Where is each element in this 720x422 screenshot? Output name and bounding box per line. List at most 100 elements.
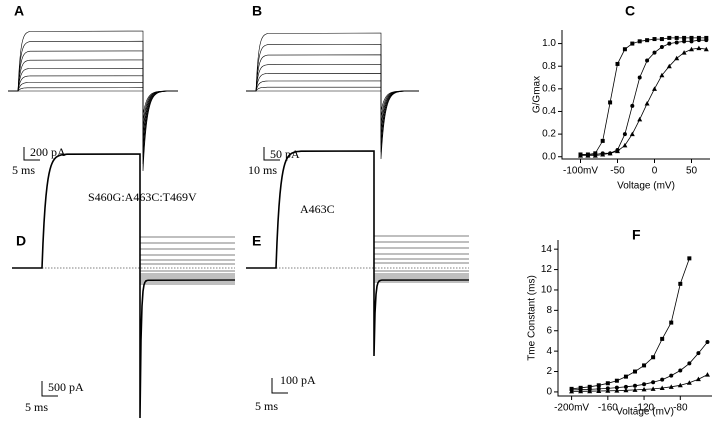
point xyxy=(677,382,683,388)
y-tick-label: 8 xyxy=(546,305,552,316)
x-tick-label: -100mV xyxy=(563,166,598,177)
scale-bar xyxy=(271,378,288,394)
trace xyxy=(246,32,419,160)
point xyxy=(669,373,674,378)
point xyxy=(645,58,650,63)
point xyxy=(667,41,672,46)
y-tick-label: 2 xyxy=(546,366,552,377)
trace xyxy=(8,50,178,158)
construct-label: A463C xyxy=(300,202,335,216)
point xyxy=(660,336,665,341)
point xyxy=(686,380,692,385)
y-axis-label: Tme Constant (ms) xyxy=(527,275,538,361)
point xyxy=(644,101,650,106)
point xyxy=(651,380,656,385)
trace xyxy=(246,150,470,357)
x-tick-label: -120 xyxy=(634,403,654,414)
construct-label: S460G:A463C:T469V xyxy=(88,190,197,204)
point xyxy=(674,55,680,61)
y-tick-label: 0.6 xyxy=(542,83,556,94)
y-tick-label: 12 xyxy=(541,264,553,275)
point xyxy=(659,44,664,49)
point xyxy=(592,153,598,158)
fit-line xyxy=(580,39,707,155)
point xyxy=(637,116,643,122)
y-axis-label: G/Gmax xyxy=(532,76,543,113)
point xyxy=(682,35,687,40)
x-tick-label: 50 xyxy=(686,166,698,177)
trace xyxy=(8,87,178,123)
point xyxy=(596,388,602,394)
point xyxy=(652,37,657,42)
point xyxy=(704,38,709,43)
point xyxy=(615,148,620,154)
point xyxy=(642,363,647,368)
trace xyxy=(8,59,178,151)
scale-label: 10 ms xyxy=(248,163,277,177)
scale-label: 5 ms xyxy=(255,399,278,413)
point xyxy=(645,38,650,43)
point xyxy=(678,281,683,286)
y-tick-label: 0.0 xyxy=(542,151,556,162)
point xyxy=(668,384,674,389)
point xyxy=(695,376,701,382)
trace xyxy=(246,64,419,139)
panel-label: A xyxy=(14,3,24,19)
y-tick-label: 4 xyxy=(546,346,552,357)
point xyxy=(623,384,628,389)
point xyxy=(600,151,606,157)
point xyxy=(623,387,629,393)
trace xyxy=(246,54,419,146)
point xyxy=(614,388,620,393)
point xyxy=(614,385,619,390)
scale-label: 100 pA xyxy=(280,373,316,387)
x-tick-label: -80 xyxy=(673,403,688,414)
axis-line xyxy=(561,30,710,160)
point xyxy=(696,38,701,43)
point xyxy=(614,378,619,383)
point xyxy=(637,39,642,44)
scale-label: 5 ms xyxy=(25,400,48,414)
point xyxy=(578,388,584,394)
current-traces xyxy=(8,30,470,419)
point xyxy=(678,368,683,373)
x-tick-label: 0 xyxy=(652,166,658,177)
y-tick-label: 0.2 xyxy=(542,129,556,140)
point xyxy=(632,387,638,392)
x-tick-label: -200mV xyxy=(554,403,589,414)
panel-label: C xyxy=(625,3,635,19)
point xyxy=(659,37,664,42)
point xyxy=(696,35,701,40)
point xyxy=(674,40,679,45)
point xyxy=(608,100,613,105)
point xyxy=(681,50,687,55)
trace xyxy=(8,82,178,130)
point xyxy=(569,388,575,394)
point xyxy=(633,383,637,388)
point xyxy=(622,142,628,148)
point xyxy=(629,131,635,137)
point xyxy=(600,138,605,143)
point xyxy=(689,35,694,40)
fit-line xyxy=(571,374,708,392)
y-tick-label: 0.4 xyxy=(542,106,556,117)
axis-line xyxy=(557,240,712,397)
point xyxy=(633,369,637,374)
trace xyxy=(8,30,178,172)
trace xyxy=(8,75,178,137)
y-tick-label: 14 xyxy=(541,244,553,255)
panel-label: F xyxy=(632,227,641,243)
point xyxy=(696,45,702,51)
point xyxy=(687,256,692,261)
point xyxy=(652,50,657,55)
point xyxy=(615,61,620,66)
point xyxy=(659,72,665,78)
y-tick-label: 0.8 xyxy=(542,61,556,72)
fit-line xyxy=(580,37,707,155)
point xyxy=(605,381,610,386)
point xyxy=(696,351,701,356)
point xyxy=(650,386,656,391)
x-tick-label: -160 xyxy=(598,403,618,414)
panel-label: B xyxy=(252,3,262,19)
